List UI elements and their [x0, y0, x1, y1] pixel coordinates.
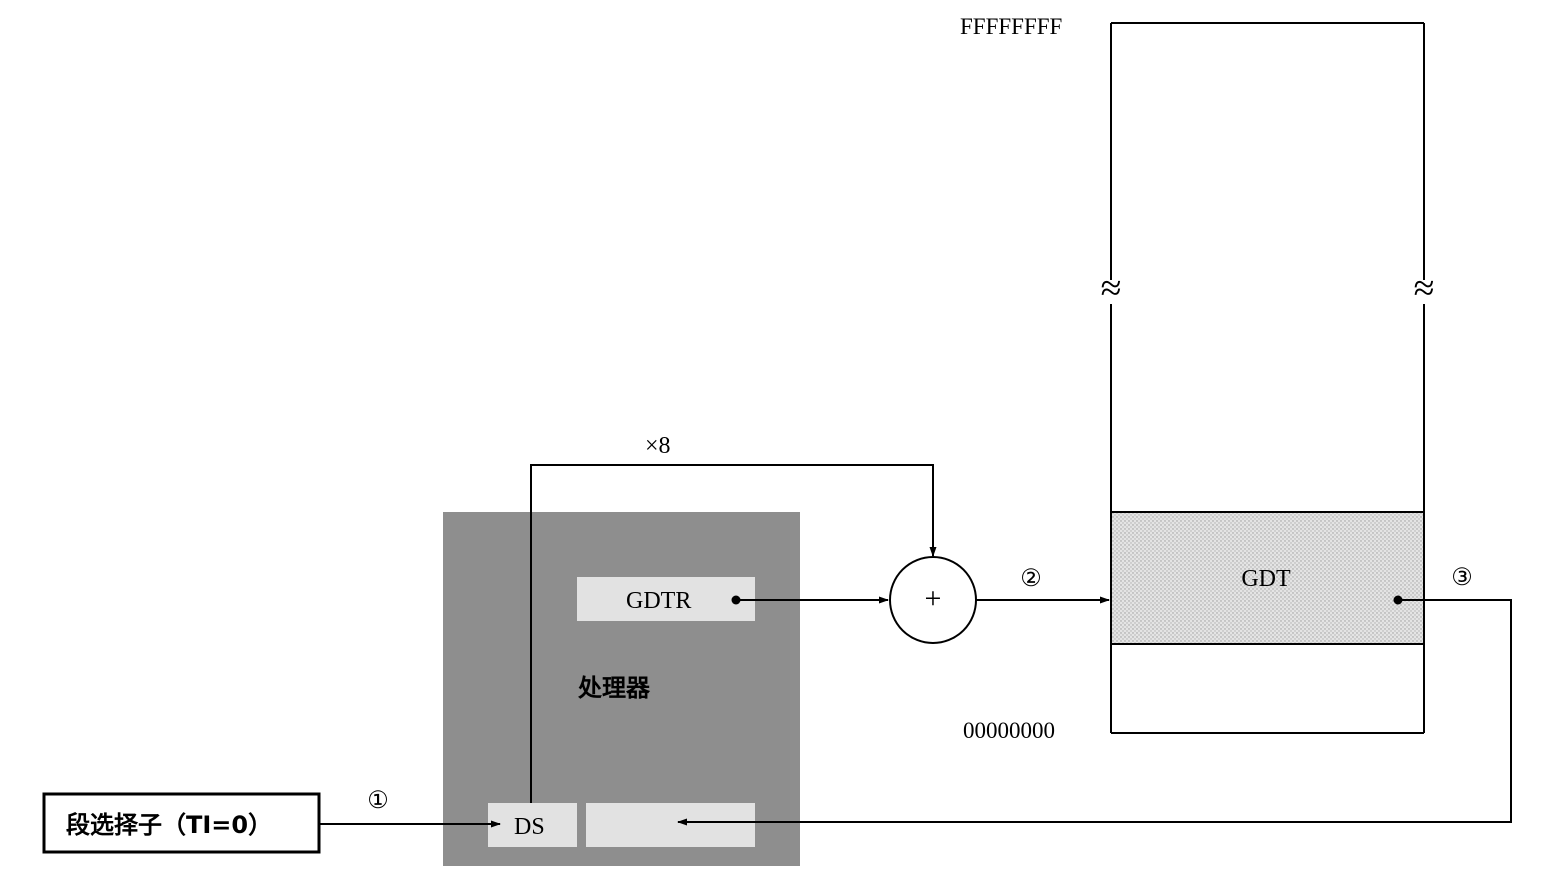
segment-selector-box: [42, 792, 321, 854]
ds-label: DS: [514, 814, 545, 840]
memory-break-mask-left: [1094, 280, 1128, 304]
gdtr-label: GDTR: [626, 588, 691, 614]
index-times-8-arrow: [530, 464, 937, 803]
gdt-region: [1110, 511, 1425, 645]
step-1-label: ①: [367, 788, 389, 814]
gdtr-register: [577, 577, 755, 621]
memory-break-right-icon: ≈: [1414, 268, 1435, 310]
ds-register: [488, 803, 577, 847]
descriptor-cache-register: [586, 803, 755, 847]
processor-block: 处理器 GDTR DS: [443, 512, 800, 866]
memory-top-address: FFFFFFFF: [960, 14, 1062, 39]
processor-label: 处理器: [577, 674, 651, 702]
gdt-to-cache-arrow: [677, 599, 1512, 826]
gdt-label: GDT: [1241, 566, 1291, 592]
memory-bottom-address: 00000000: [963, 718, 1055, 743]
adder-plus-icon: +: [925, 582, 942, 615]
segment-selector-label: 段选择子（TI=0）: [66, 811, 272, 839]
memory-column: ≈ ≈ GDT: [1094, 22, 1441, 734]
step-3-label: ③: [1451, 565, 1473, 591]
memory-break-mask-right: [1407, 280, 1441, 304]
memory-break-left-icon: ≈: [1101, 268, 1122, 310]
multiplier-label: ×8: [645, 433, 671, 459]
step-2-label: ②: [1020, 566, 1042, 592]
